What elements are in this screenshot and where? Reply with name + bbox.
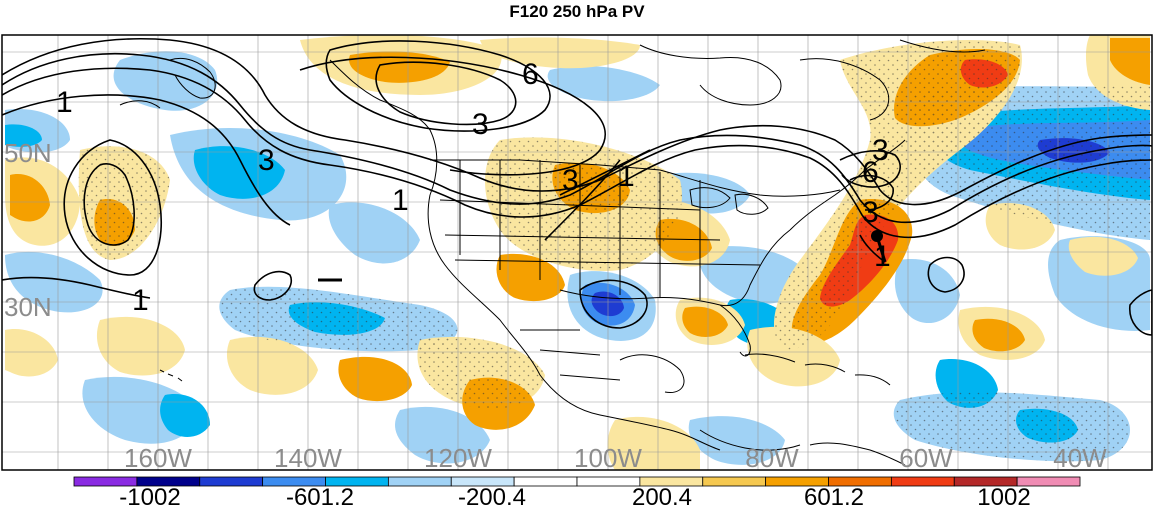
longitude-labels: 160W 140W 120W 100W 80W 60W 40W [124, 443, 1107, 473]
colorbar-label: -200.4 [458, 484, 526, 509]
colorbar [73, 476, 1081, 487]
colorbar-swatch [702, 476, 767, 487]
colorbar-label: -601.2 [286, 484, 354, 509]
contour-label: 1 [874, 240, 891, 273]
contour-label: 3 [872, 134, 889, 167]
lat-label-30n: 30N [4, 292, 52, 322]
lat-lon-grid [2, 35, 1152, 470]
lon-label-80w: 80W [745, 443, 799, 473]
lon-label-40w: 40W [1053, 443, 1107, 473]
contour-label: 3 [472, 108, 489, 141]
lon-label-160w: 160W [124, 443, 192, 473]
contour-label: 3 [862, 196, 879, 229]
contour-label: 1 [618, 160, 635, 193]
contour-label: 1 [56, 86, 73, 119]
map-title: F120 250 hPa PV [509, 2, 645, 21]
colorbar-swatch [890, 476, 955, 487]
stipple-texture [78, 40, 1150, 462]
contour-label: 1 [392, 184, 409, 217]
lat-label-50n: 50N [4, 138, 52, 168]
colorbar-swatch [199, 476, 264, 487]
colorbar-swatch [1016, 476, 1081, 487]
map-frame [1, 34, 1153, 471]
contour-label: 3 [562, 164, 579, 197]
colorbar-label: 601.2 [804, 484, 864, 509]
contour-label: 3 [258, 144, 275, 177]
colorbar-label: 1002 [977, 484, 1030, 509]
low-center-marker [871, 230, 887, 263]
colorbar-swatch [387, 476, 452, 487]
colorbar-label: 200.4 [632, 484, 692, 509]
contour-label-group: 1 3 6 3 3 1 3 1 6 3 1 1 [56, 58, 891, 317]
lon-label-100w: 100W [574, 443, 642, 473]
colorbar-labels: -1002 -601.2 -200.4 200.4 601.2 1002 [119, 484, 1030, 509]
lon-label-120w: 120W [424, 443, 492, 473]
colorbar-label: -1002 [119, 484, 180, 509]
contour-label: 6 [862, 156, 879, 189]
colorbar-swatch [576, 476, 641, 487]
lon-label-60w: 60W [899, 443, 953, 473]
pv-contours [2, 37, 1152, 336]
contour-label: 6 [522, 58, 539, 91]
lon-label-140w: 140W [274, 443, 342, 473]
latitude-labels: 50N 30N [4, 138, 52, 322]
contour-label: 1 [132, 284, 149, 317]
